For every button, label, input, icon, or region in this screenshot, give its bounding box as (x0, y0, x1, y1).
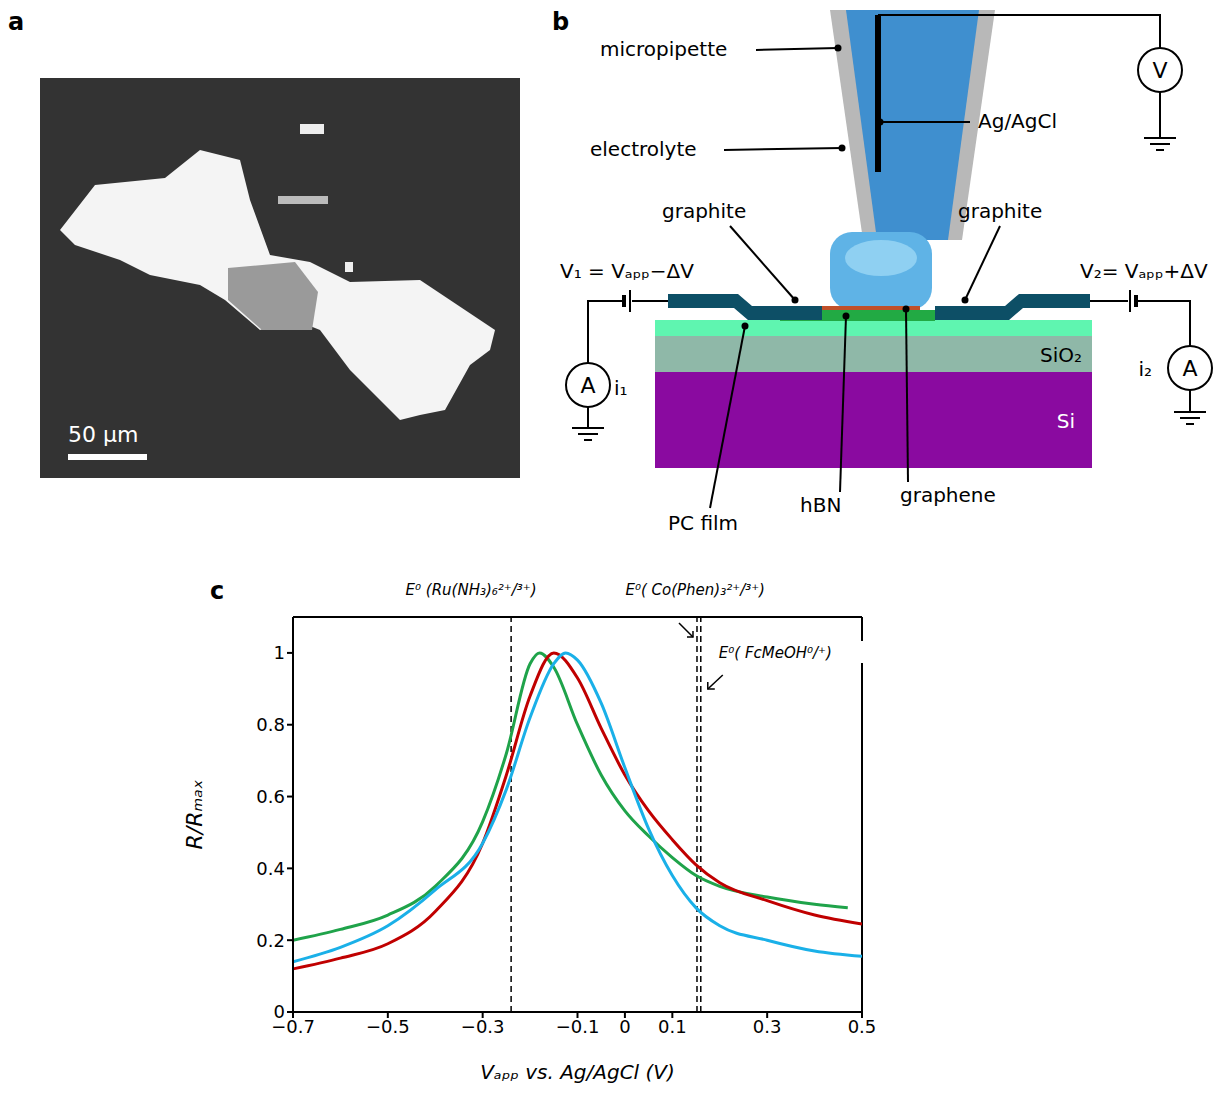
svg-text:−0.5: −0.5 (366, 1016, 410, 1037)
svg-text:0.4: 0.4 (256, 858, 285, 879)
svg-text:Si: Si (1057, 409, 1075, 433)
svg-text:0.1: 0.1 (658, 1016, 687, 1037)
svg-text:i₁: i₁ (614, 376, 628, 400)
html-text:c: c (210, 577, 225, 605)
svg-text:0.3: 0.3 (753, 1016, 782, 1037)
svg-text:V₁ = Vₐₚₚ−ΔV: V₁ = Vₐₚₚ−ΔV (560, 259, 694, 283)
svg-text:0.8: 0.8 (256, 714, 285, 735)
svg-text:b: b (552, 8, 569, 36)
svg-text:graphite: graphite (662, 199, 746, 223)
svg-text:graphene: graphene (900, 483, 996, 507)
svg-text:R/Rₘₐₓ: R/Rₘₐₓ (182, 779, 207, 849)
svg-text:0.6: 0.6 (256, 786, 285, 807)
svg-text:PC film: PC film (668, 511, 738, 535)
svg-text:−0.1: −0.1 (556, 1016, 600, 1037)
svg-text:V₂= Vₐₚₚ+ΔV: V₂= Vₐₚₚ+ΔV (1080, 259, 1208, 283)
svg-text:hBN: hBN (800, 493, 841, 517)
svg-text:micropipette: micropipette (600, 37, 727, 61)
svg-text:Vₐₚₚ vs. Ag/AgCl (V): Vₐₚₚ vs. Ag/AgCl (V) (480, 1060, 675, 1084)
svg-text:i₂: i₂ (1138, 357, 1152, 381)
svg-text:electrolyte: electrolyte (590, 137, 697, 161)
svg-text:SiO₂: SiO₂ (1040, 343, 1082, 367)
svg-text:Ag/AgCl: Ag/AgCl (978, 109, 1057, 133)
svg-text:A: A (580, 373, 595, 398)
svg-text:−0.7: −0.7 (271, 1015, 315, 1037)
svg-text:E⁰( Co(Phen)₃²⁺/³⁺): E⁰( Co(Phen)₃²⁺/³⁺) (625, 581, 765, 599)
svg-text:0.5: 0.5 (848, 1016, 877, 1037)
svg-text:50 µm: 50 µm (68, 422, 138, 447)
svg-text:E⁰ (Ru(NH₃)₆²⁺/³⁺): E⁰ (Ru(NH₃)₆²⁺/³⁺) (406, 581, 537, 599)
svg-text:graphite: graphite (958, 199, 1042, 223)
svg-text:1: 1 (274, 642, 285, 663)
svg-text:0: 0 (619, 1016, 630, 1037)
svg-text:0: 0 (274, 1001, 285, 1022)
svg-text:0.2: 0.2 (256, 930, 285, 951)
svg-text:V: V (1152, 58, 1167, 83)
svg-text:−0.3: −0.3 (461, 1016, 505, 1037)
svg-text:A: A (1182, 356, 1197, 381)
svg-text:a: a (8, 8, 24, 36)
svg-text:E⁰( FcMeOH⁰/⁺): E⁰( FcMeOH⁰/⁺) (719, 644, 832, 662)
